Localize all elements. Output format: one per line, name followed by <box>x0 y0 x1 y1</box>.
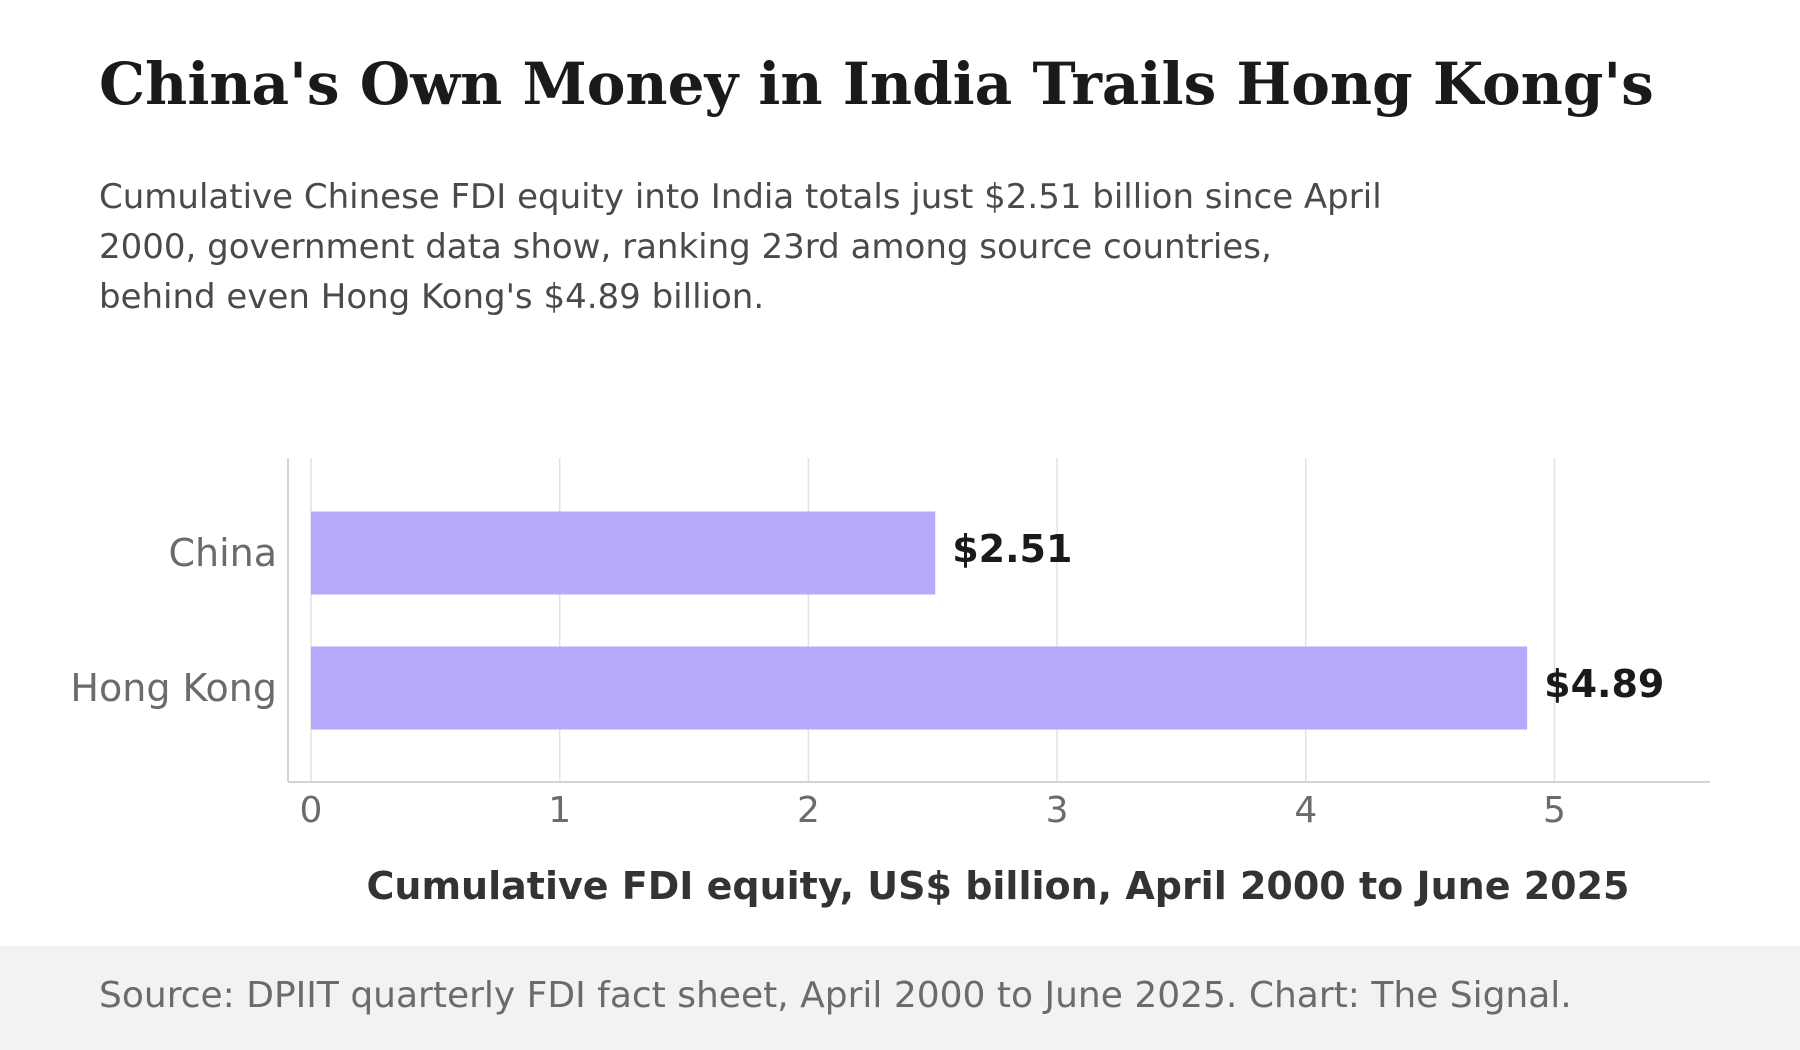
category-label: Hong Kong <box>70 666 277 710</box>
data-label: $2.51 <box>952 527 1072 571</box>
chart-subtitle: Cumulative Chinese FDI equity into India… <box>99 177 1382 317</box>
chart-title: China's Own Money in India Trails Hong K… <box>99 50 1654 118</box>
bar <box>311 511 936 595</box>
x-tick-label: 3 <box>1046 790 1069 831</box>
footer: Source: DPIIT quarterly FDI fact sheet, … <box>0 946 1800 1050</box>
category-label: China <box>168 531 277 575</box>
x-tick-label: 0 <box>300 790 323 831</box>
x-tick-label: 4 <box>1294 790 1317 831</box>
x-axis-label: Cumulative FDI equity, US$ billion, Apri… <box>367 864 1630 908</box>
bar <box>311 646 1528 730</box>
source-note: Source: DPIIT quarterly FDI fact sheet, … <box>99 975 1572 1016</box>
x-tick-label: 5 <box>1543 790 1566 831</box>
x-tick-label: 1 <box>548 790 571 831</box>
data-label: $4.89 <box>1544 662 1664 706</box>
bar-chart: China $2.51 Hong Kong $4.89 0 1 2 3 4 5 Cumulative… <box>70 458 1710 908</box>
x-tick-label: 2 <box>797 790 820 831</box>
